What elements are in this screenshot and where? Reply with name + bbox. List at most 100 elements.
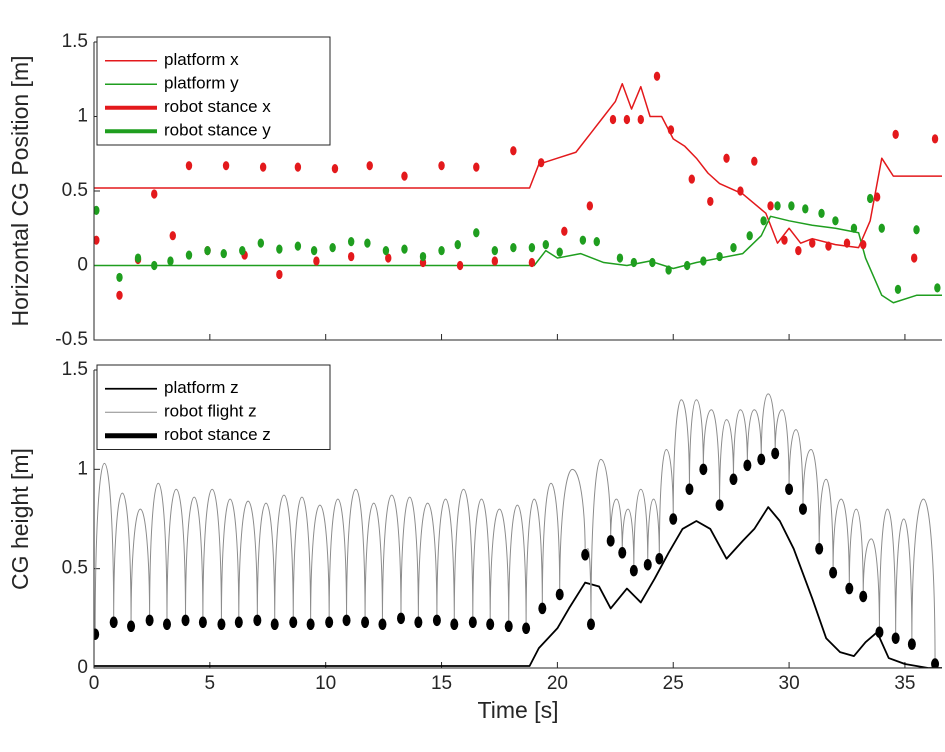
stance-marker bbox=[294, 162, 302, 172]
stance-marker bbox=[204, 246, 211, 256]
stance-marker bbox=[537, 158, 545, 168]
stance-marker bbox=[504, 620, 513, 633]
legend-label: robot flight z bbox=[164, 402, 257, 421]
stance-marker bbox=[609, 114, 617, 125]
stance-marker bbox=[707, 196, 714, 207]
stance-marker bbox=[217, 618, 226, 631]
legend-label: robot stance x bbox=[164, 97, 271, 116]
x-tick-label: 10 bbox=[315, 673, 336, 694]
stance-marker bbox=[366, 161, 373, 171]
stance-marker bbox=[473, 228, 480, 238]
stance-marker bbox=[860, 240, 867, 250]
stance-marker bbox=[491, 256, 499, 266]
stance-marker bbox=[859, 590, 868, 603]
legend-label: robot stance y bbox=[164, 121, 271, 140]
stance-marker bbox=[586, 618, 595, 631]
stance-marker bbox=[665, 265, 672, 275]
stance-marker bbox=[875, 626, 884, 638]
stance-marker bbox=[866, 193, 874, 204]
stance-marker bbox=[556, 247, 563, 257]
stance-marker bbox=[802, 204, 809, 214]
plot-area bbox=[94, 393, 942, 668]
stance-marker bbox=[109, 616, 118, 629]
stance-marker bbox=[878, 223, 885, 233]
stance-marker bbox=[931, 658, 940, 668]
stance-marker bbox=[892, 129, 899, 139]
stance-marker bbox=[618, 547, 627, 559]
stance-marker bbox=[198, 616, 207, 629]
stance-marker bbox=[579, 235, 587, 245]
stance-marker bbox=[845, 582, 854, 595]
stance-marker bbox=[538, 602, 547, 615]
stance-marker bbox=[586, 201, 594, 211]
stance-marker bbox=[774, 201, 781, 211]
stance-marker bbox=[655, 552, 664, 565]
stance-marker bbox=[688, 174, 695, 184]
stance-marker bbox=[313, 256, 320, 266]
stance-marker bbox=[737, 186, 744, 196]
stance-marker bbox=[473, 162, 480, 172]
stance-marker bbox=[934, 283, 941, 293]
stance-marker bbox=[364, 238, 371, 248]
stance-marker bbox=[751, 156, 758, 166]
stance-marker bbox=[378, 618, 387, 631]
stance-marker bbox=[239, 246, 246, 256]
stance-marker bbox=[419, 251, 427, 262]
stance-marker bbox=[716, 251, 723, 262]
stance-marker bbox=[116, 272, 123, 283]
series-line bbox=[94, 215, 942, 304]
legend-label: platform z bbox=[164, 378, 239, 397]
stance-marker bbox=[450, 618, 459, 631]
stance-marker bbox=[555, 588, 564, 601]
stance-marker bbox=[685, 483, 694, 495]
stance-marker bbox=[134, 253, 142, 263]
stance-marker bbox=[94, 628, 100, 640]
y-tick-label: 0 bbox=[77, 255, 88, 276]
stance-marker bbox=[116, 290, 123, 300]
series-line bbox=[94, 393, 936, 665]
stance-marker bbox=[385, 253, 392, 263]
stance-marker bbox=[653, 71, 661, 81]
stance-marker bbox=[306, 618, 315, 631]
y-tick-label: 1 bbox=[77, 106, 88, 127]
stance-marker bbox=[723, 153, 730, 163]
stance-marker bbox=[798, 503, 807, 515]
stance-marker bbox=[757, 453, 766, 466]
legend-box bbox=[96, 36, 331, 146]
x-axis-label: Time [s] bbox=[478, 697, 559, 723]
stance-marker bbox=[818, 208, 825, 218]
stance-marker bbox=[746, 231, 753, 241]
stance-marker bbox=[528, 257, 536, 268]
stance-marker bbox=[623, 114, 631, 125]
stance-marker bbox=[522, 622, 531, 635]
stance-marker bbox=[931, 134, 939, 144]
stance-marker bbox=[767, 201, 774, 211]
stance-marker bbox=[649, 257, 656, 268]
stance-marker bbox=[510, 243, 517, 253]
stance-marker bbox=[347, 251, 355, 262]
stance-marker bbox=[637, 114, 644, 125]
stance-marker bbox=[715, 499, 724, 511]
stance-marker bbox=[606, 535, 615, 547]
stance-marker bbox=[683, 260, 691, 271]
stance-marker bbox=[913, 225, 920, 235]
stance-marker bbox=[616, 253, 624, 263]
plot-area bbox=[94, 71, 942, 304]
stance-marker bbox=[815, 543, 824, 555]
stance-marker bbox=[167, 256, 174, 266]
stance-marker bbox=[891, 632, 900, 644]
stance-marker bbox=[145, 614, 154, 627]
stance-marker bbox=[760, 216, 767, 226]
stance-marker bbox=[257, 238, 265, 248]
x-tick-label: 25 bbox=[663, 673, 684, 694]
stance-marker bbox=[222, 161, 230, 171]
stance-marker bbox=[542, 240, 550, 250]
stance-marker bbox=[329, 243, 336, 253]
stance-marker bbox=[127, 620, 136, 633]
stance-marker bbox=[700, 256, 707, 266]
axis bbox=[93, 370, 942, 669]
stance-marker bbox=[253, 614, 262, 627]
stance-marker bbox=[528, 243, 536, 253]
y-tick-label: 1.5 bbox=[62, 359, 88, 380]
stance-marker bbox=[581, 549, 590, 561]
